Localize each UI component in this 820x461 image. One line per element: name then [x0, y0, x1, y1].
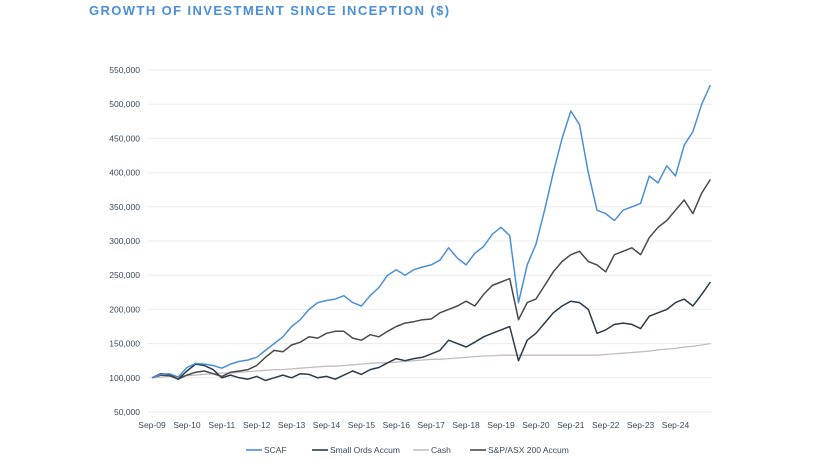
x-tick-label: Sep-18 — [452, 420, 480, 430]
legend-label: S&P/ASX 200 Accum — [488, 445, 569, 455]
x-tick-label: Sep-23 — [627, 420, 655, 430]
series-line-s-p-asx-200-accum — [151, 178, 712, 380]
x-tick-label: Sep-09 — [138, 420, 166, 430]
y-tick-label: 350,000 — [109, 202, 140, 212]
series-line-small-ords-accum — [151, 281, 712, 382]
x-tick-label: Sep-11 — [208, 420, 235, 430]
y-tick-label: 200,000 — [109, 304, 140, 314]
x-tick-label: Sep-13 — [278, 420, 306, 430]
x-tick-label: Sep-15 — [348, 420, 376, 430]
y-tick-label: 50,000 — [114, 407, 140, 417]
y-tick-label: 400,000 — [109, 168, 140, 178]
legend-label: Cash — [431, 445, 451, 455]
x-tick-label: Sep-10 — [173, 420, 201, 430]
chart-title: GROWTH OF INVESTMENT SINCE INCEPTION ($) — [89, 3, 451, 18]
x-tick-label: Sep-17 — [417, 420, 445, 430]
y-tick-label: 250,000 — [109, 270, 140, 280]
x-tick-label: Sep-20 — [522, 420, 550, 430]
x-tick-label: Sep-22 — [592, 420, 620, 430]
x-tick-label: Sep-16 — [383, 420, 411, 430]
y-tick-label: 550,000 — [109, 65, 140, 75]
legend-label: SCAF — [264, 445, 287, 455]
series-line-cash — [151, 342, 711, 379]
x-tick-label: Sep-14 — [313, 420, 341, 430]
y-tick-label: 100,000 — [109, 373, 140, 383]
y-tick-label: 500,000 — [109, 99, 140, 109]
series-line-scaf — [151, 84, 712, 379]
x-tick-label: Sep-12 — [243, 420, 271, 430]
y-tick-label: 150,000 — [109, 339, 140, 349]
y-tick-label: 450,000 — [109, 133, 140, 143]
x-tick-label: Sep-21 — [557, 420, 585, 430]
legend-label: Small Ords Accum — [330, 445, 400, 455]
x-tick-label: Sep-19 — [487, 420, 515, 430]
x-tick-label: Sep-24 — [662, 420, 690, 430]
y-tick-label: 300,000 — [109, 236, 140, 246]
